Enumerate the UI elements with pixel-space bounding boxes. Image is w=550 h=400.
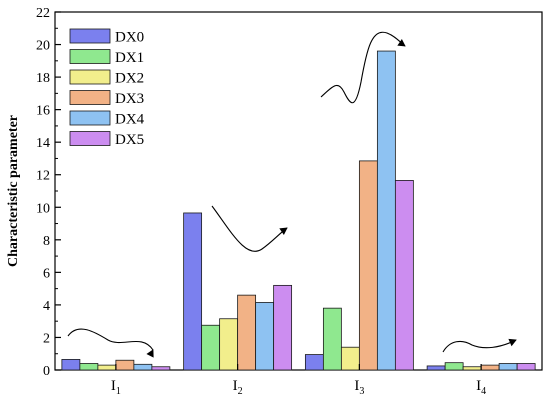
x-tick-label: I4 — [476, 378, 486, 397]
bar-dx3-i1 — [115, 359, 135, 371]
bar-dx2-i2 — [219, 318, 239, 371]
legend-swatch-dx0 — [69, 28, 111, 44]
trend-arrow-head-3 — [397, 38, 406, 47]
bar-dx1-i2 — [201, 324, 221, 371]
trend-arrow-1 — [67, 328, 154, 351]
legend-label-dx3: DX3 — [115, 91, 144, 107]
y-tick-label: 0 — [43, 364, 50, 379]
y-tick-label: 20 — [36, 39, 50, 54]
legend: DX0 DX1 DX2 DX3 DX4 DX5 — [69, 28, 145, 148]
trend-arrow-head-2 — [279, 227, 288, 236]
bar-dx0-i2 — [183, 212, 203, 371]
y-tick-label: 16 — [36, 104, 50, 119]
legend-label-dx5: DX5 — [115, 132, 144, 148]
trend-arrow-head-4 — [508, 338, 517, 347]
legend-label-dx0: DX0 — [115, 30, 144, 46]
bar-dx4-i2 — [255, 302, 275, 371]
y-tick-label: 8 — [43, 234, 50, 249]
bar-dx5-i4 — [516, 363, 536, 371]
x-tick-label: I3 — [354, 378, 364, 397]
trend-arrow-head-1 — [146, 349, 154, 358]
bar-dx3-i2 — [237, 294, 257, 371]
trend-arrow-2 — [211, 205, 288, 252]
bar-dx0-i3 — [304, 354, 324, 371]
bar-dx5-i2 — [273, 284, 293, 371]
bar-dx4-i1 — [133, 363, 153, 371]
x-axis: I1 I2 I3 I4 — [111, 364, 486, 397]
bar-dx1-i1 — [79, 363, 99, 371]
bar-dx2-i4 — [462, 366, 482, 371]
y-tick-label: 14 — [36, 136, 50, 151]
x-tick-label: I1 — [111, 378, 121, 397]
y-tick-label: 18 — [36, 71, 50, 86]
y-tick-label: 2 — [43, 331, 50, 346]
trend-arrow-3 — [320, 31, 406, 104]
bar-dx4-i3 — [376, 50, 396, 371]
y-axis: 0 2 4 6 8 10 12 14 16 18 20 22 — [36, 6, 61, 379]
bar-dx5-i1 — [151, 366, 171, 371]
bar-dx0-i1 — [61, 359, 81, 371]
y-tick-label: 6 — [43, 266, 50, 281]
legend-label-dx2: DX2 — [115, 71, 144, 87]
bar-dx2-i3 — [340, 346, 360, 371]
y-axis-title: Characteristic parameter — [6, 115, 21, 267]
y-tick-label: 4 — [43, 299, 50, 314]
bar-dx3-i3 — [358, 160, 378, 371]
bar-dx1-i4 — [444, 362, 464, 371]
legend-swatch-dx1 — [69, 49, 111, 64]
legend-label-dx4: DX4 — [115, 112, 145, 128]
trend-arrow-4 — [442, 339, 517, 353]
bar-dx0-i4 — [426, 365, 446, 371]
legend-swatch-dx4 — [69, 110, 111, 126]
y-tick-label: 22 — [36, 6, 50, 21]
trend-arrows — [67, 31, 517, 358]
x-tick-label: I2 — [233, 378, 243, 397]
bar-dx4-i4 — [498, 363, 518, 371]
bar-dx5-i3 — [394, 180, 414, 371]
bars — [61, 50, 536, 371]
plot-area — [54, 11, 543, 371]
bar-dx1-i3 — [322, 307, 342, 371]
bar-dx3-i4 — [480, 364, 500, 371]
y-tick-label: 12 — [36, 169, 50, 184]
legend-label-dx1: DX1 — [115, 50, 144, 66]
legend-swatch-dx2 — [69, 69, 111, 85]
legend-swatch-dx3 — [69, 90, 111, 105]
y-tick-label: 10 — [36, 201, 50, 216]
bar-dx2-i1 — [97, 364, 117, 371]
legend-swatch-dx5 — [69, 131, 111, 146]
